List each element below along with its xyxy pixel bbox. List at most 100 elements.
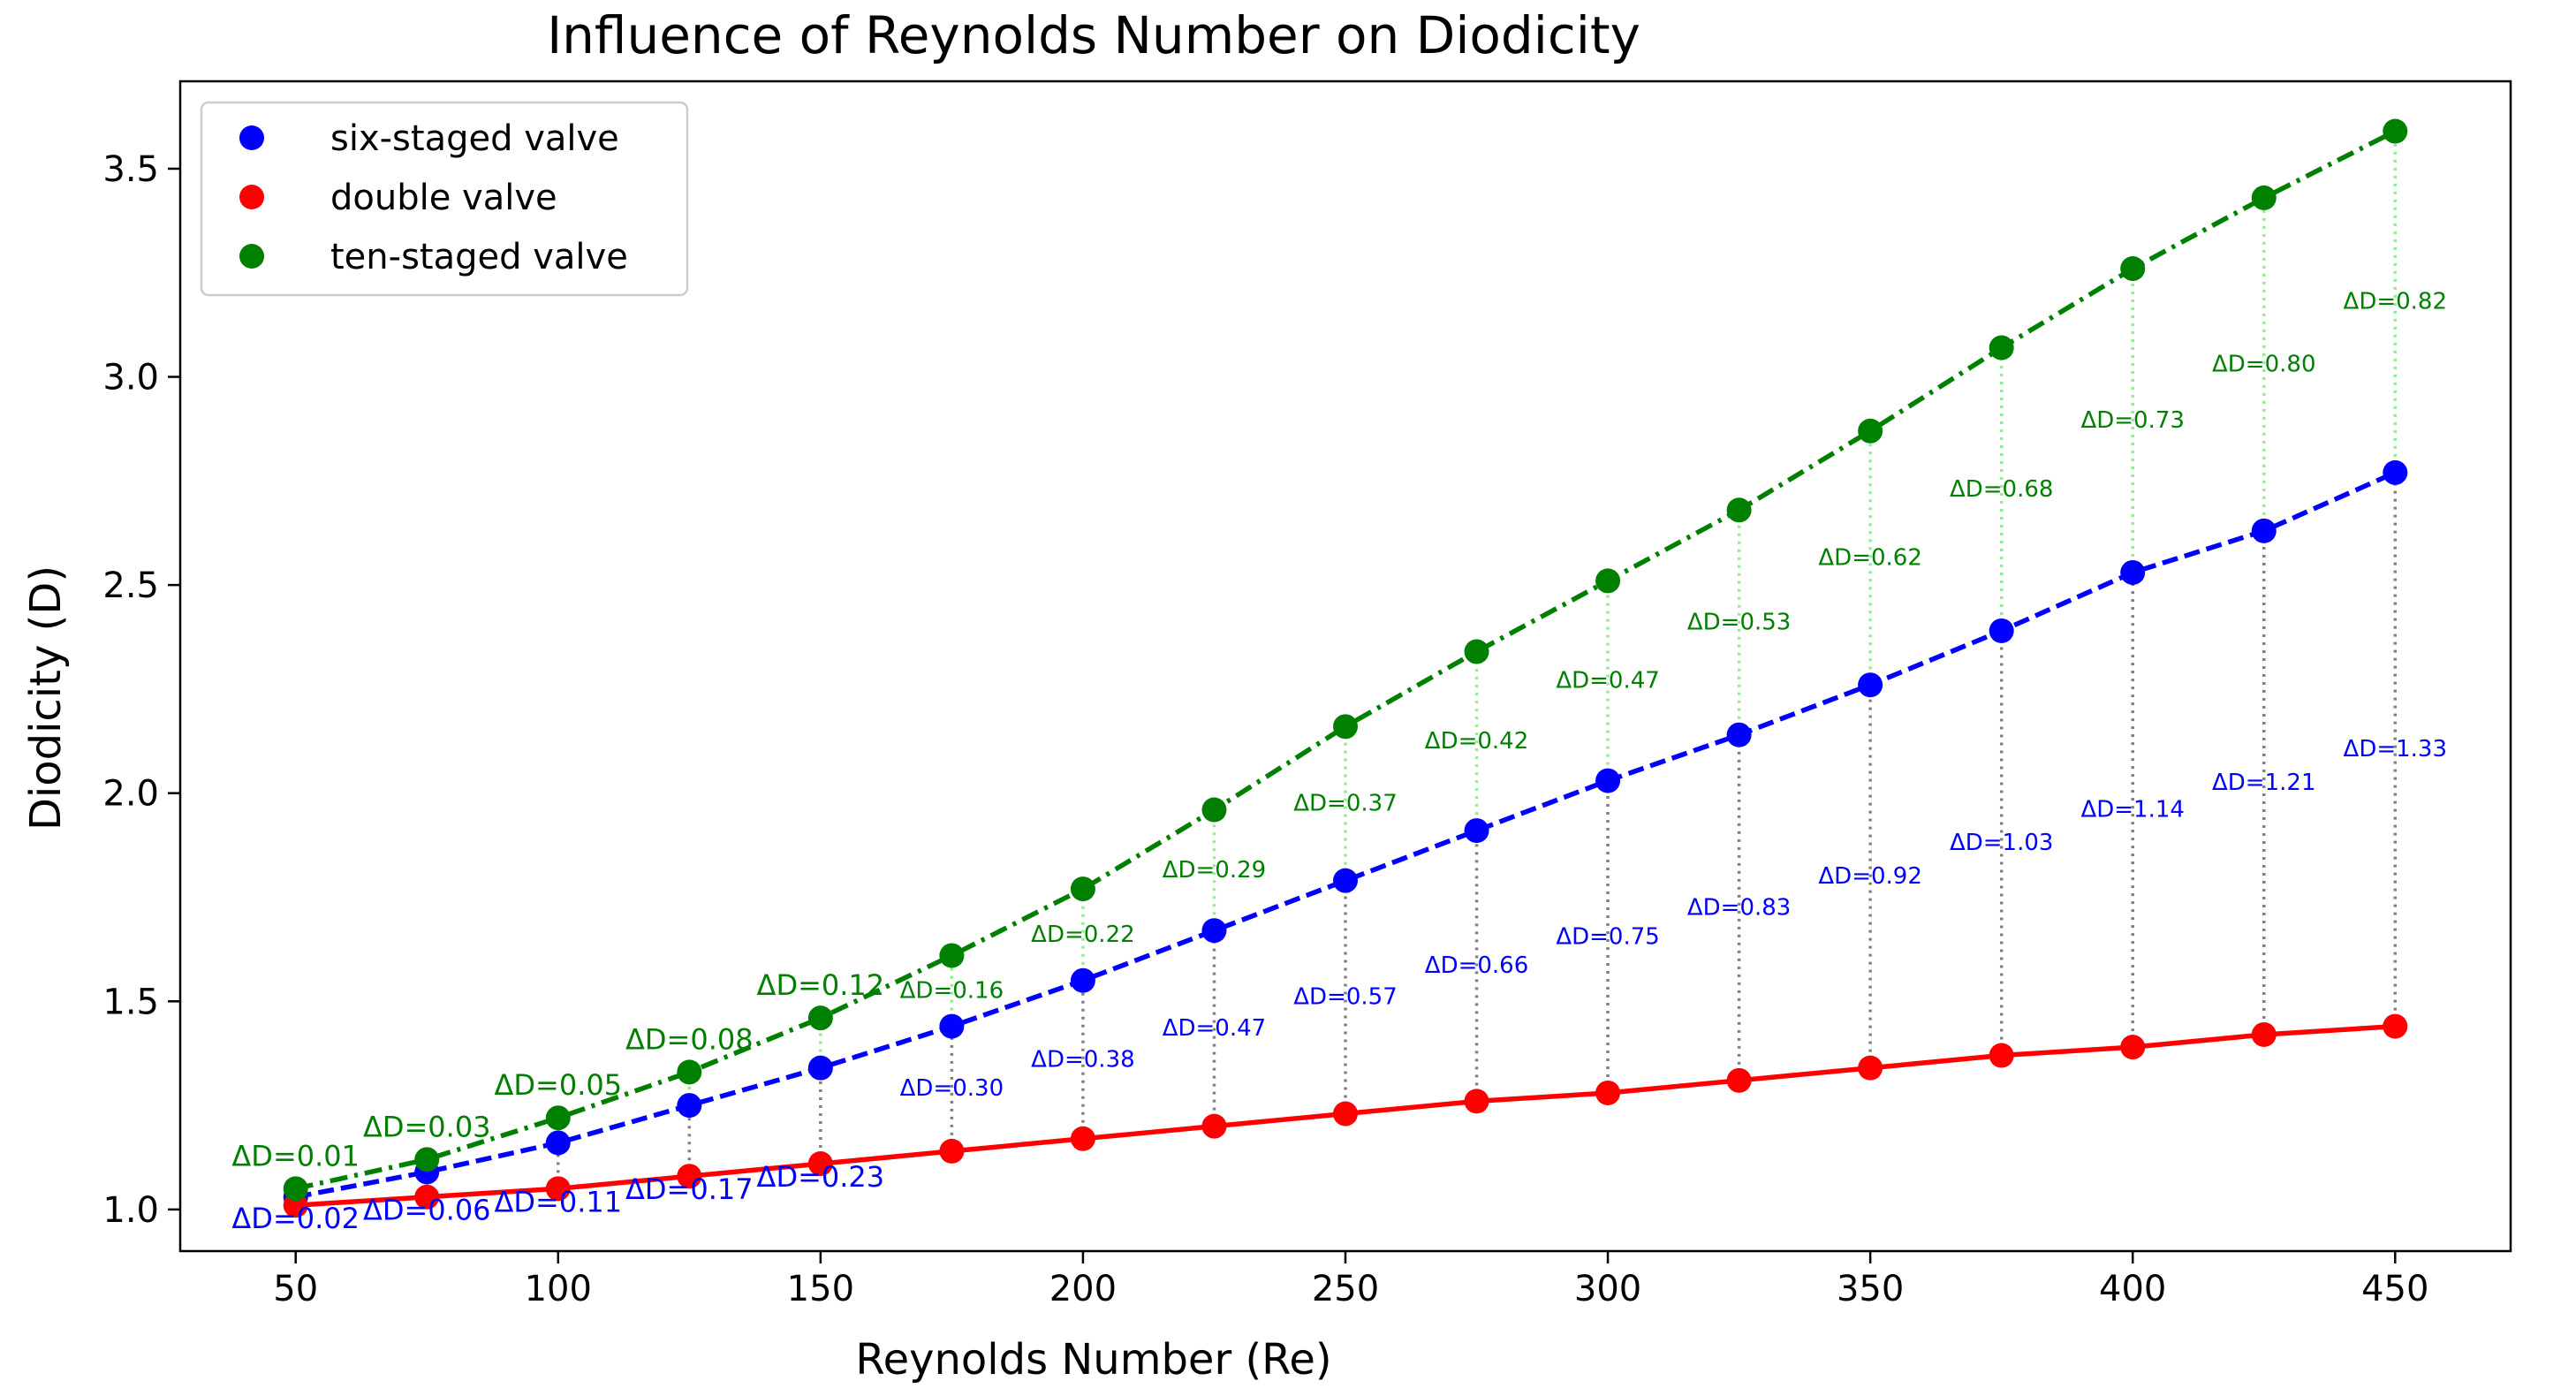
annotation-ten-six: ΔD=0.12: [757, 968, 885, 1002]
annotation-ten-six: ΔD=0.80: [2212, 351, 2315, 377]
double-valve-point: [1989, 1043, 2014, 1068]
annotation-six-double: ΔD=0.02: [231, 1202, 360, 1235]
x-tick-label: 100: [525, 1269, 592, 1309]
annotation-six-double: ΔD=1.21: [2212, 770, 2315, 796]
double-valve-point: [414, 1184, 440, 1210]
six-staged-valve-point: [677, 1093, 702, 1119]
annotation-ten-six: ΔD=0.47: [1556, 667, 1659, 694]
legend-label-six-staged-valve: six-staged valve: [330, 118, 619, 159]
annotation-ten-six: ΔD=0.62: [1818, 544, 1921, 571]
y-tick-label: 2.5: [102, 565, 159, 606]
y-tick-label: 1.5: [102, 982, 159, 1022]
ten-staged-valve-point: [283, 1176, 308, 1202]
legend-label-double-valve: double valve: [330, 178, 557, 218]
six-staged-valve-point: [1595, 768, 1621, 793]
ten-staged-valve-line: [295, 129, 2397, 1191]
ten-staged-valve-point: [2251, 185, 2277, 210]
annotation-six-double: ΔD=0.47: [1163, 1015, 1266, 1042]
ten-staged-valve-point: [1726, 497, 1752, 523]
double-valve-point: [939, 1138, 965, 1164]
legend-marker-double-valve: [239, 185, 264, 209]
ten-staged-valve-point: [2120, 256, 2146, 282]
six-staged-valve-point: [807, 1055, 833, 1081]
series-points: [283, 118, 2408, 1218]
double-valve-point: [1595, 1080, 1621, 1105]
double-valve-point: [677, 1164, 702, 1189]
annotation-ten-six: ΔD=0.05: [494, 1068, 622, 1102]
six-staged-valve-point: [1333, 868, 1358, 893]
annotation-six-double: ΔD=0.23: [757, 1160, 885, 1194]
x-tick-label: 300: [1574, 1269, 1641, 1309]
six-staged-valve-point: [1989, 618, 2014, 643]
annotation-ten-six: ΔD=0.82: [2344, 289, 2447, 315]
annotation-ten-six: ΔD=0.53: [1687, 610, 1791, 636]
annotation-six-double: ΔD=0.11: [494, 1185, 622, 1218]
annotation-ten-six: ΔD=0.22: [1031, 922, 1134, 948]
annotation-six-double: ΔD=0.83: [1687, 894, 1791, 921]
legend-label-ten-staged-valve: ten-staged valve: [330, 237, 628, 277]
chart-title: Influence of Reynolds Number on Diodicit…: [547, 5, 1640, 65]
double-valve-point: [1201, 1113, 1227, 1139]
annotation-six-double: ΔD=0.30: [900, 1075, 1004, 1102]
ten-staged-valve-point: [807, 1005, 833, 1031]
ten-staged-valve-point: [939, 943, 965, 968]
six-staged-valve-point: [1070, 967, 1095, 993]
six-staged-valve-point: [1201, 918, 1227, 944]
ten-staged-valve-point: [1333, 714, 1358, 740]
annotation-six-double: ΔD=0.75: [1556, 923, 1659, 950]
ten-staged-valve-point: [1595, 568, 1621, 594]
annotation-six-double: ΔD=0.06: [363, 1194, 491, 1227]
legend: six-staged valve double valve ten-staged v…: [200, 101, 689, 297]
ten-staged-valve-point: [1858, 418, 1883, 444]
six-staged-valve-point: [2383, 459, 2408, 485]
annotation-six-double: ΔD=0.66: [1425, 952, 1528, 979]
x-tick-label: 400: [2099, 1269, 2166, 1309]
annotation-ten-six: ΔD=0.16: [900, 978, 1004, 1005]
double-valve-point: [1464, 1089, 1489, 1114]
annotation-six-double: ΔD=1.14: [2080, 797, 2184, 823]
y-tick-label: 2.0: [102, 774, 159, 815]
y-axis-ticks: 1.0 1.5 2.0 2.5 3.0 3.5: [102, 149, 180, 1231]
y-tick-label: 1.0: [102, 1190, 159, 1231]
six-staged-valve-point: [545, 1130, 571, 1156]
ten-staged-valve-point: [677, 1059, 702, 1085]
annotation-ten-six: ΔD=0.42: [1425, 728, 1528, 755]
annotation-ten-six: ΔD=0.01: [231, 1139, 360, 1172]
annotation-six-double: ΔD=1.03: [1950, 830, 2053, 856]
difference-connectors: [293, 131, 2398, 1206]
x-tick-label: 450: [2361, 1269, 2428, 1309]
six-staged-valve-line: [295, 470, 2397, 1200]
annotation-six-double: ΔD=0.17: [625, 1172, 754, 1206]
annotation-ten-six: ΔD=0.73: [2080, 407, 2184, 434]
x-tick-label: 250: [1312, 1269, 1379, 1309]
ten-staged-valve-point: [545, 1105, 571, 1131]
annotation-ten-six: ΔD=0.37: [1293, 790, 1397, 816]
annotation-six-double: ΔD=1.33: [2344, 736, 2447, 762]
ten-staged-valve-point: [414, 1147, 440, 1172]
double-valve-point: [1070, 1126, 1095, 1151]
six-staged-valve-point: [2251, 518, 2277, 543]
ten-staged-valve-point: [2383, 118, 2408, 144]
x-tick-label: 150: [787, 1269, 854, 1309]
ten-staged-valve-point: [1070, 876, 1095, 902]
x-axis-ticks: 50 100 150 200 250 300 350 400 450: [273, 1251, 2428, 1309]
legend-marker-ten-staged-valve: [239, 244, 264, 269]
x-tick-label: 350: [1837, 1269, 1904, 1309]
ten-staged-valve-point: [1201, 797, 1227, 823]
annotation-six-double: ΔD=0.92: [1818, 863, 1921, 890]
double-valve-point: [807, 1151, 833, 1177]
double-valve-point: [545, 1176, 571, 1202]
six-staged-valve-point: [1858, 672, 1883, 698]
double-valve-point: [2120, 1035, 2146, 1060]
double-valve-point: [1333, 1101, 1358, 1127]
annotation-ten-six: ΔD=0.08: [625, 1022, 754, 1056]
annotation-ten-six: ΔD=0.03: [363, 1110, 491, 1143]
delta-annotations: ΔD=0.02ΔD=0.01ΔD=0.06ΔD=0.03ΔD=0.11ΔD=0.…: [231, 289, 2447, 1235]
double-valve-point: [1726, 1067, 1752, 1093]
annotation-six-double: ΔD=0.57: [1293, 984, 1397, 1011]
ten-staged-valve-point: [1464, 639, 1489, 664]
six-staged-valve-point: [1464, 818, 1489, 844]
y-axis-label: Diodicity (D): [21, 565, 71, 831]
ten-staged-valve-point: [1989, 335, 2014, 360]
